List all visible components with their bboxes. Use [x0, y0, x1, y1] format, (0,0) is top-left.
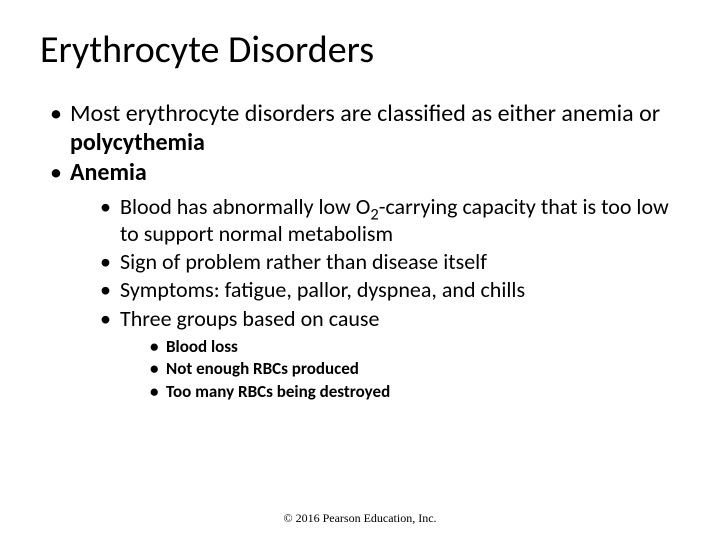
bullet-classification-bold: polycythemia — [70, 128, 205, 157]
bullet-anemia-label: Anemia — [70, 158, 147, 187]
slide-title: Erythrocyte Disorders — [40, 30, 680, 72]
subbullet-symptoms: Symptoms: fatigue, pallor, dyspnea, and … — [100, 277, 680, 303]
slide-container: Erythrocyte Disorders Most erythrocyte d… — [0, 0, 720, 540]
copyright-notice: © 2016 Pearson Education, Inc. — [0, 511, 720, 526]
subsub-not-enough: Not enough RBCs produced — [150, 358, 680, 379]
subbullet-groups-text: Three groups based on cause — [120, 305, 379, 332]
subbullet-capacity: Blood has abnormally low O2-carrying cap… — [100, 194, 680, 247]
subbullet-capacity-a: Blood has abnormally low O — [120, 193, 370, 220]
bullet-list-level-3: Blood loss Not enough RBCs produced Too … — [150, 336, 680, 402]
subsub-too-many: Too many RBCs being destroyed — [150, 381, 680, 402]
subbullet-groups: Three groups based on cause Blood loss N… — [100, 306, 680, 402]
subbullet-sign: Sign of problem rather than disease itse… — [100, 249, 680, 275]
bullet-list-level-2: Blood has abnormally low O2-carrying cap… — [100, 194, 680, 402]
bullet-list-level-1: Most erythrocyte disorders are classifie… — [50, 100, 680, 402]
subsub-blood-loss: Blood loss — [150, 336, 680, 357]
bullet-classification: Most erythrocyte disorders are classifie… — [50, 100, 680, 158]
bullet-anemia: Anemia Blood has abnormally low O2-carry… — [50, 159, 680, 402]
bullet-classification-text-a: Most erythrocyte disorders are classifie… — [70, 99, 660, 128]
